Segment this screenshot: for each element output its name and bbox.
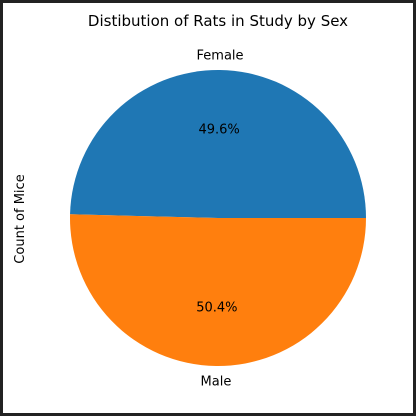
pie-slices: [70, 69, 367, 366]
pie-slice-female: [70, 69, 366, 218]
pie-slice-male: [70, 214, 367, 366]
percent-label-male: 50.4%: [196, 300, 237, 315]
pie-labels: Female 49.6% Male 50.4%: [196, 49, 243, 390]
category-label-female: Female: [197, 49, 244, 64]
percent-label-female: 49.6%: [198, 123, 239, 138]
category-label-male: Male: [201, 374, 232, 389]
y-axis-label: Count of Mice: [13, 174, 28, 263]
chart-title: Distibution of Rats in Study by Sex: [88, 12, 348, 30]
